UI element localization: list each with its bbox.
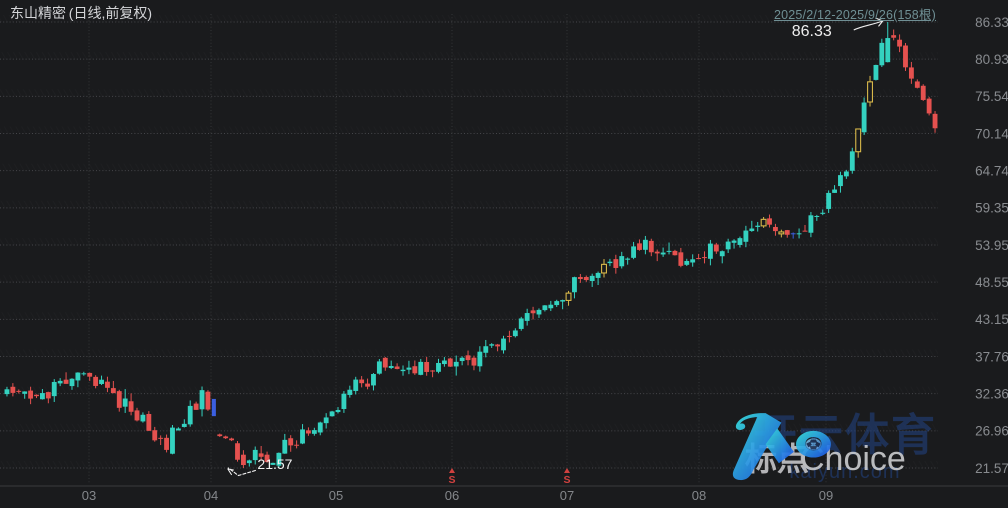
svg-text:43.15: 43.15 (975, 312, 1008, 327)
svg-text:07: 07 (560, 488, 574, 503)
svg-text:09: 09 (819, 488, 833, 503)
svg-text:59.35: 59.35 (975, 201, 1008, 216)
svg-text:S: S (563, 474, 570, 486)
svg-text:48.55: 48.55 (975, 275, 1008, 290)
svg-text:70.14: 70.14 (975, 126, 1008, 141)
svg-text:32.36: 32.36 (975, 386, 1008, 401)
svg-text:08: 08 (692, 488, 706, 503)
svg-text:05: 05 (329, 488, 343, 503)
svg-text:21.57: 21.57 (257, 456, 292, 472)
svg-text:75.54: 75.54 (975, 89, 1008, 104)
svg-text:64.74: 64.74 (975, 163, 1008, 178)
svg-text:03: 03 (82, 488, 96, 503)
svg-text:21.57: 21.57 (975, 461, 1008, 476)
svg-text:37.76: 37.76 (975, 349, 1008, 364)
svg-text:06: 06 (445, 488, 459, 503)
svg-text:04: 04 (204, 488, 218, 503)
svg-text:86.33: 86.33 (792, 23, 832, 40)
svg-text:80.93: 80.93 (975, 52, 1008, 67)
svg-text:26.96: 26.96 (975, 424, 1008, 439)
svg-text:53.95: 53.95 (975, 238, 1008, 253)
svg-text:S: S (448, 474, 455, 486)
svg-text:86.33: 86.33 (975, 15, 1008, 30)
